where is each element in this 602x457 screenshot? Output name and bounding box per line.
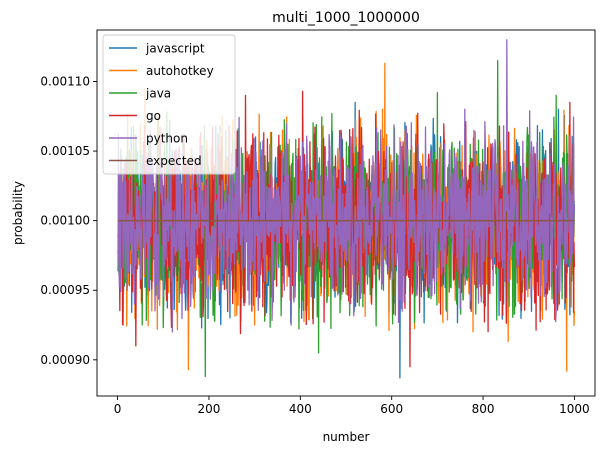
legend-label-go: go xyxy=(146,109,161,123)
x-tick-label: 400 xyxy=(289,402,312,416)
legend-label-java: java xyxy=(145,87,171,101)
legend-label-autohotkey: autohotkey xyxy=(146,64,214,78)
x-tick-label: 0 xyxy=(114,402,122,416)
x-tick-label: 600 xyxy=(380,402,403,416)
legend-label-expected: expected xyxy=(146,154,202,168)
y-tick-label: 0.00110 xyxy=(40,74,90,88)
legend-label-python: python xyxy=(146,132,188,146)
legend: javascript autohotkey java go python expected xyxy=(102,34,236,175)
x-tick-label: 200 xyxy=(197,402,220,416)
chart-title: multi_1000_1000000 xyxy=(272,10,420,26)
x-tick-label: 800 xyxy=(472,402,495,416)
y-tick-label: 0.00090 xyxy=(40,353,90,367)
y-tick-label: 0.00095 xyxy=(40,283,90,297)
y-axis-label: probability xyxy=(11,181,25,245)
y-tick-label: 0.00100 xyxy=(40,214,90,228)
series-line-python xyxy=(117,39,576,333)
legend-label-javascript: javascript xyxy=(145,42,205,56)
x-tick-label: 1000 xyxy=(559,402,590,416)
y-tick-label: 0.00105 xyxy=(40,144,90,158)
plot-frame xyxy=(96,29,596,397)
x-axis-label: number xyxy=(323,430,370,444)
